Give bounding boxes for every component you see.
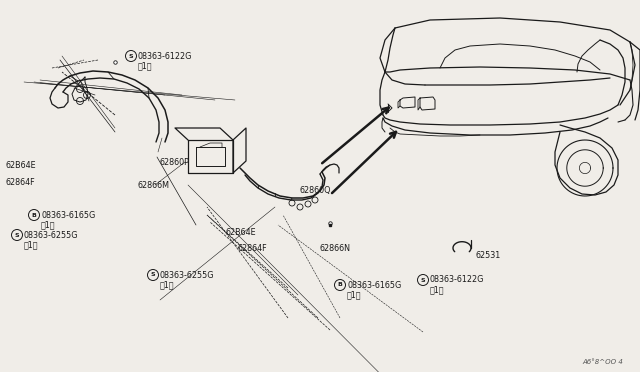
Text: B: B (31, 212, 36, 218)
Text: 62864F: 62864F (238, 244, 268, 253)
Text: 08363-6122G: 08363-6122G (430, 276, 484, 285)
Text: S: S (150, 273, 156, 278)
Text: S: S (420, 278, 426, 282)
Text: 62860Q: 62860Q (300, 186, 332, 195)
Text: （1）: （1） (24, 241, 38, 250)
Text: 62864F: 62864F (5, 177, 35, 186)
Text: 62531: 62531 (476, 250, 501, 260)
Text: 62B64E: 62B64E (5, 160, 36, 170)
Text: （1）: （1） (430, 285, 445, 295)
Text: 62866N: 62866N (320, 244, 351, 253)
Text: S: S (129, 54, 133, 58)
Text: 08363-6165G: 08363-6165G (347, 280, 401, 289)
Text: 08363-6255G: 08363-6255G (160, 270, 214, 279)
Text: 08363-6122G: 08363-6122G (138, 51, 193, 61)
Text: S: S (15, 232, 19, 237)
Text: （1）: （1） (41, 221, 56, 230)
Text: （1）: （1） (138, 61, 152, 71)
Text: 08363-6165G: 08363-6165G (41, 211, 95, 219)
Text: （1）: （1） (160, 280, 175, 289)
Text: 62B64E: 62B64E (225, 228, 255, 237)
Text: A6°8^OO 4: A6°8^OO 4 (582, 359, 623, 365)
Text: 08363-6255G: 08363-6255G (24, 231, 79, 240)
Text: 62866M: 62866M (138, 180, 170, 189)
Text: （1）: （1） (347, 291, 362, 299)
Text: 62860P: 62860P (160, 157, 190, 167)
Text: B: B (337, 282, 342, 288)
